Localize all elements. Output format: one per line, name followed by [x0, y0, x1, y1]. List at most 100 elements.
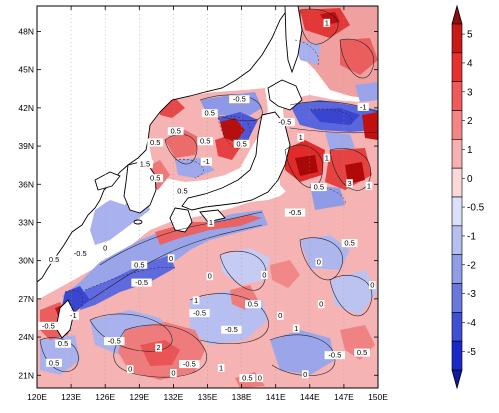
colorbar-segment-11	[451, 340, 463, 371]
sakhalin	[284, 6, 303, 74]
lon-tick-label: 129E	[129, 392, 149, 402]
colorbar-label: 2	[467, 116, 473, 127]
colorbar-top-arrow	[451, 4, 463, 25]
contour-label: 0.5	[177, 186, 187, 195]
contour-label-bg-38	[239, 374, 256, 383]
contour-label: -0.5	[233, 95, 246, 104]
contour-label: 0.5	[49, 255, 59, 264]
lon-tick-label: 123E	[61, 392, 81, 402]
contour-label-bg-22	[46, 255, 62, 264]
contour-label-bg-6	[233, 139, 250, 148]
contour-label-bg-16	[346, 179, 353, 188]
contour-label-bg-50	[104, 337, 125, 346]
contour-label: -0.5	[328, 351, 341, 360]
colorbar-segment-5	[451, 167, 463, 198]
colorbar-segment-6	[451, 196, 463, 227]
contour-label: 1.5	[140, 160, 150, 169]
contour-label: 0.5	[314, 183, 324, 192]
colorbar-label: -5	[467, 347, 476, 358]
lat-tick-label: 48N	[18, 26, 34, 36]
contour-label: 1	[219, 363, 223, 372]
contour-label-bg-9	[147, 174, 164, 183]
contour-label-bg-10	[174, 186, 191, 195]
shandong-peninsula	[94, 171, 121, 191]
lon-tick-label: 132E	[163, 392, 183, 402]
contour-label: 1	[209, 218, 213, 227]
colorbar-label: 3	[467, 87, 473, 98]
contour-label-bg-23	[69, 249, 91, 258]
lat-tick-label: 36N	[18, 179, 34, 189]
map-area: 1-0.50.50.50.5 0.5 0.51.5 -10.50.511-0.510.…	[37, 6, 378, 388]
lon-tick-label: 126E	[95, 392, 115, 402]
contour-label: 1	[299, 133, 303, 142]
lat-tick-label: 24N	[18, 332, 34, 342]
colorbar-segment-8	[451, 254, 463, 284]
colorbar-label: -2	[467, 260, 476, 271]
colorbar: 5 4 3 2 1 0 -0.5 -1 -2 -3 -4 -5	[451, 4, 485, 390]
contour-label: 0	[258, 374, 262, 383]
contour-label: 0	[169, 254, 173, 263]
contour-label: 3	[347, 179, 351, 188]
lon-tick-label: 147E	[334, 392, 354, 402]
lon-tick-label: 144E	[300, 392, 320, 402]
lon-tick-label: 138E	[232, 392, 252, 402]
lat-tick-label: 21N	[18, 370, 34, 380]
contour-label: 1	[325, 18, 329, 27]
colorbar-label: -4	[467, 318, 476, 329]
contour-label: -0.5	[74, 249, 87, 258]
contour-label-bg-36	[276, 311, 284, 320]
contour-label-bg-0	[323, 18, 331, 27]
lon-tick-label: 141E	[266, 392, 286, 402]
contour-label: -0.5	[289, 208, 302, 217]
contour-label-bg-11	[207, 218, 215, 227]
lat-tick-label: 45N	[18, 65, 34, 75]
contour-label: -1	[203, 157, 210, 166]
northern-field	[278, 6, 378, 210]
lat-tick-label: 30N	[18, 256, 34, 266]
contour-label: 0.5	[242, 374, 252, 383]
contour-label: -0.5	[108, 337, 121, 346]
colorbar-segment-1	[451, 52, 463, 82]
contour-label-bg-45	[315, 258, 323, 267]
contour-label-bg-21	[369, 281, 376, 290]
contour-label: 0	[317, 258, 321, 267]
contour-label-bg-24	[101, 244, 109, 253]
lon-tick-label: 120E	[27, 392, 47, 402]
contour-label: -0.5	[278, 118, 291, 127]
contour-label: 0	[370, 281, 374, 290]
contour-label: 0.5	[134, 260, 144, 269]
colorbar-label: 0	[467, 174, 473, 185]
hokkaido	[267, 79, 303, 111]
jeju-island	[133, 219, 143, 225]
colorbar-label: 1	[467, 145, 473, 156]
contour-label-bg-48	[46, 358, 62, 367]
contour-label: 0	[262, 270, 266, 279]
colorbar-segment-3	[451, 110, 463, 140]
colorbar-segment-2	[451, 81, 463, 111]
contour-label-bg-26	[167, 254, 175, 263]
contour-label-bg-42	[324, 351, 346, 360]
contour-label: 0.5	[357, 348, 367, 357]
contour-label-bg-20	[341, 239, 358, 248]
contour-label: -1	[70, 311, 77, 320]
contour-label-bg-5	[197, 137, 214, 146]
contour-lines	[39, 8, 378, 378]
contour-label-bg-33	[170, 368, 177, 377]
lon-tick-label: 135E	[198, 392, 218, 402]
contour-label: -0.5	[225, 325, 238, 334]
contour-label-bg-35	[221, 325, 242, 334]
contour-label: 0	[103, 244, 107, 253]
contour-label: 0	[208, 272, 212, 281]
contour-label-bg-1	[229, 95, 250, 104]
contour-label-bg-43	[354, 348, 370, 357]
contour-label-bg-47	[38, 321, 59, 330]
contour-label: 0	[128, 365, 132, 374]
contour-label-bg-7	[137, 160, 153, 169]
contour-label-bg-37	[217, 363, 225, 372]
asian-continent	[37, 6, 291, 283]
contour-label-bg-31	[155, 343, 162, 352]
contour-label-bg-2	[201, 109, 218, 118]
contour-label: 0.5	[344, 239, 354, 248]
contour-label: 0	[278, 311, 282, 320]
contour-label-bg-41	[292, 324, 300, 333]
